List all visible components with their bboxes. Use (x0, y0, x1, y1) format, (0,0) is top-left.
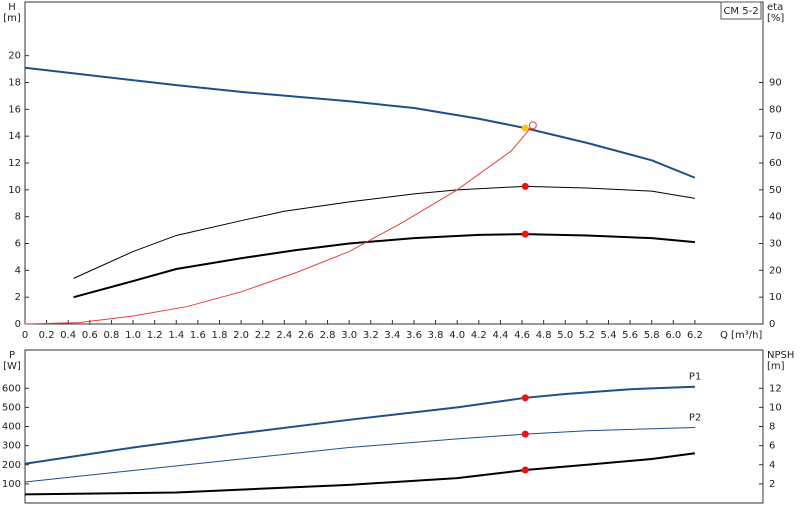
y-axis-label: P (9, 350, 15, 361)
y-axis-label: H (8, 2, 16, 13)
y2-tick-label: 20 (769, 265, 782, 276)
y-axis-unit: [W] (3, 361, 21, 372)
x-tick-label: 5.2 (579, 330, 595, 341)
x-tick-label: 0.6 (82, 330, 98, 341)
y2-tick-label: 40 (769, 212, 782, 223)
x-tick-label: 5.0 (557, 330, 573, 341)
y2-tick-label: 10 (769, 402, 782, 413)
series-line (24, 452, 696, 496)
x-tick-label: 3.4 (384, 330, 400, 341)
y-tick-label: 400 (2, 422, 21, 433)
operating-point (521, 394, 529, 402)
y2-tick-label: 30 (769, 239, 782, 250)
operating-point (521, 466, 529, 474)
operating-point (521, 182, 529, 190)
x-tick-label: 2.2 (255, 330, 271, 341)
x-tick-label: 4.8 (536, 330, 552, 341)
y-tick-label: 200 (2, 460, 21, 471)
x-tick-label: 6.2 (687, 330, 703, 341)
y-tick-label: 14 (8, 131, 21, 142)
x-tick-label: 3.2 (363, 330, 379, 341)
x-tick-label: 0.2 (39, 330, 55, 341)
y2-tick-label: 60 (769, 158, 782, 169)
series-line (24, 426, 695, 483)
y-tick-label: 500 (2, 402, 21, 413)
operating-point (521, 124, 529, 132)
x-tick-label: 4.4 (492, 330, 508, 341)
series-line (24, 385, 695, 465)
x-tick-label: 2.4 (276, 330, 292, 341)
series-label: P1 (689, 372, 701, 383)
x-tick-label: 2.8 (320, 330, 336, 341)
y2-axis-unit: [m] (767, 361, 785, 372)
x-tick-label: 5.6 (622, 330, 638, 341)
y2-tick-label: 70 (769, 131, 782, 142)
y-tick-label: 300 (2, 441, 21, 452)
y2-tick-label: 6 (769, 441, 775, 452)
y2-tick-label: 50 (769, 185, 782, 196)
y2-tick-label: 12 (769, 383, 782, 394)
y-tick-label: 6 (15, 239, 21, 250)
x-tick-label: 1.8 (212, 330, 228, 341)
series-line (24, 125, 534, 325)
x-tick-label: 0 (22, 330, 28, 341)
y2-tick-label: 10 (769, 292, 782, 303)
x-tick-label: 1.0 (125, 330, 141, 341)
series-line (73, 185, 696, 279)
y2-tick-label: 0 (769, 319, 775, 330)
x-tick-label: 1.6 (190, 330, 206, 341)
x-tick-label: 3.6 (406, 330, 422, 341)
x-tick-label: 0.4 (60, 330, 76, 341)
operating-point (528, 121, 537, 130)
y-tick-label: 0 (15, 319, 21, 330)
x-tick-label: 2.0 (233, 330, 249, 341)
y-tick-label: 600 (2, 383, 21, 394)
chart-label: CM 5-2 (723, 6, 758, 17)
series-line (24, 66, 696, 179)
y-axis-unit: [m] (3, 13, 21, 24)
x-tick-label: 3.8 (428, 330, 444, 341)
series-label: P2 (689, 412, 701, 423)
y2-tick-label: 80 (769, 104, 782, 115)
y-tick-label: 12 (8, 158, 21, 169)
y-tick-label: 20 (8, 51, 21, 62)
y2-tick-label: 2 (769, 479, 775, 490)
label-box (720, 1, 762, 20)
x-tick-label: 4.0 (449, 330, 465, 341)
y2-tick-label: 90 (769, 78, 782, 89)
series-line (73, 233, 696, 299)
y-tick-label: 2 (15, 292, 21, 303)
x-tick-label: 1.2 (147, 330, 163, 341)
y2-tick-label: 8 (769, 422, 775, 433)
y-tick-label: 18 (8, 78, 21, 89)
x-tick-label: 6.0 (665, 330, 681, 341)
y2-axis-unit: [%] (767, 13, 784, 24)
y-tick-label: 4 (15, 265, 21, 276)
operating-point (521, 230, 529, 238)
plot-frame (24, 349, 764, 504)
operating-point (521, 430, 529, 438)
x-tick-label: 0.8 (103, 330, 119, 341)
y2-axis-label: eta (767, 2, 783, 13)
x-tick-label: 1.4 (168, 330, 184, 341)
x-tick-label: 3.0 (341, 330, 357, 341)
y-tick-label: 10 (8, 185, 21, 196)
x-tick-label: 5.8 (644, 330, 660, 341)
x-tick-label: 4.2 (471, 330, 487, 341)
x-axis-label: Q [m³/h] (720, 330, 762, 341)
plot-frame (24, 1, 764, 325)
x-tick-label: 5.4 (601, 330, 617, 341)
x-tick-label: 4.6 (514, 330, 530, 341)
y-tick-label: 100 (2, 479, 21, 490)
x-tick-label: 2.6 (298, 330, 314, 341)
y2-tick-label: 4 (769, 460, 775, 471)
y-tick-label: 16 (8, 104, 21, 115)
y2-axis-label: NPSH (767, 350, 794, 361)
y-tick-label: 8 (15, 212, 21, 223)
